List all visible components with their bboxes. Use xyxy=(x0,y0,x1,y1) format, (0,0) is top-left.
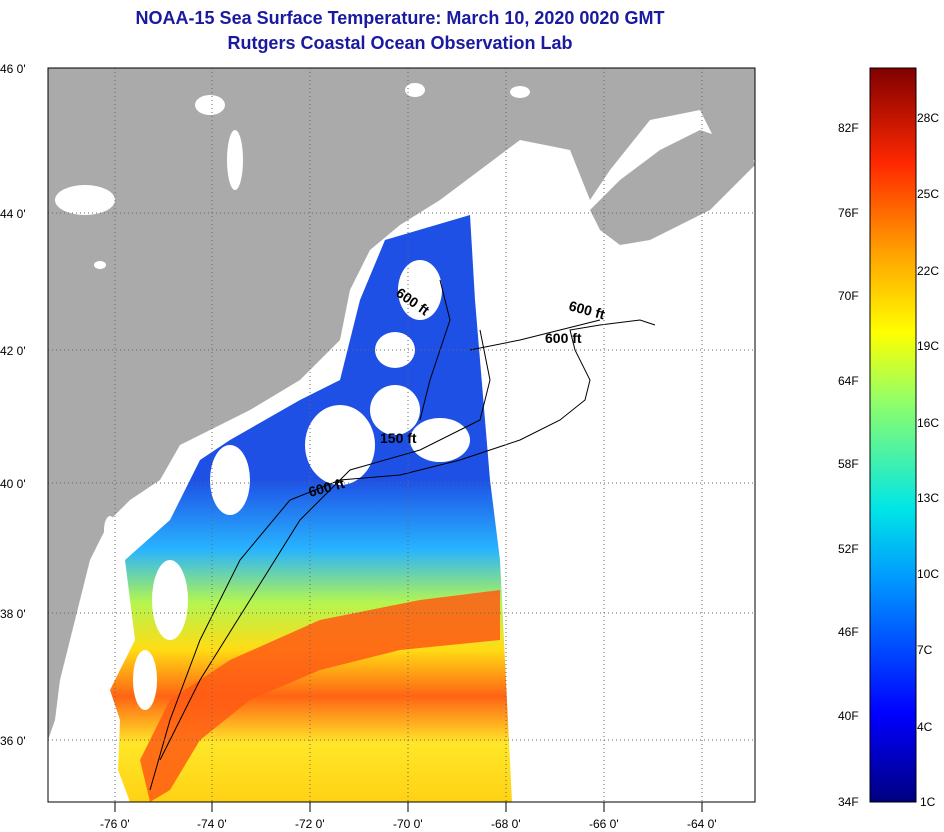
colorbar-f-label: 34F xyxy=(838,795,859,809)
colorbar-c-label: 19C xyxy=(917,339,939,353)
lat-tick-label: 42 0' xyxy=(0,344,26,358)
colorbar-f-label: 52F xyxy=(838,542,859,556)
cloud-cover xyxy=(133,260,470,710)
colorbar-f-label: 70F xyxy=(838,289,859,303)
contour-label: 600 ft xyxy=(545,330,582,346)
inland-white-areas xyxy=(55,83,530,725)
colorbar-c-label: 4C xyxy=(917,720,933,734)
colorbar-c-label: 1C xyxy=(920,795,936,809)
lon-tick-label: -74 0' xyxy=(197,817,227,831)
map-frame xyxy=(47,67,756,803)
gulf-stream-band xyxy=(140,590,500,802)
colorbar-f-label: 82F xyxy=(838,121,859,135)
lat-tick-label: 40 0' xyxy=(0,477,26,491)
colorbar-f-label: 46F xyxy=(838,625,859,639)
colorbar-f-label: 64F xyxy=(838,374,859,388)
contour-label: 150 ft xyxy=(380,430,417,446)
lon-tick-label: -72 0' xyxy=(295,817,325,831)
map-title: NOAA-15 Sea Surface Temperature: March 1… xyxy=(135,8,665,28)
colorbar-c-label: 16C xyxy=(917,416,939,430)
colorbar-c-label: 10C xyxy=(917,567,939,581)
colorbar-c-label: 25C xyxy=(917,187,939,201)
colorbar-f-label: 40F xyxy=(838,709,859,723)
lon-tick-label: -76 0' xyxy=(100,817,130,831)
lat-tick-label: 38 0' xyxy=(0,607,26,621)
colorbar-f-label: 58F xyxy=(838,457,859,471)
colorbar-f-label: 76F xyxy=(838,206,859,220)
colorbar-c-label: 22C xyxy=(917,264,939,278)
lat-tick-label: 36 0' xyxy=(0,734,26,748)
nova-scotia-land xyxy=(590,130,755,245)
lon-tick-label: -64 0' xyxy=(687,817,717,831)
colorbar xyxy=(869,67,917,803)
colorbar-c-label: 13C xyxy=(917,491,939,505)
colorbar-c-label: 7C xyxy=(917,643,933,657)
lon-ticks xyxy=(114,802,703,812)
colorbar-c-label: 28C xyxy=(917,111,939,125)
lat-tick-label: 44 0' xyxy=(0,207,26,221)
lon-tick-label: -66 0' xyxy=(589,817,619,831)
map-subtitle: Rutgers Coastal Ocean Observation Lab xyxy=(227,33,573,53)
land-mass xyxy=(48,68,755,740)
lon-tick-label: -68 0' xyxy=(491,817,521,831)
lon-tick-label: -70 0' xyxy=(393,817,423,831)
lat-tick-label: 46 0' xyxy=(0,62,26,76)
